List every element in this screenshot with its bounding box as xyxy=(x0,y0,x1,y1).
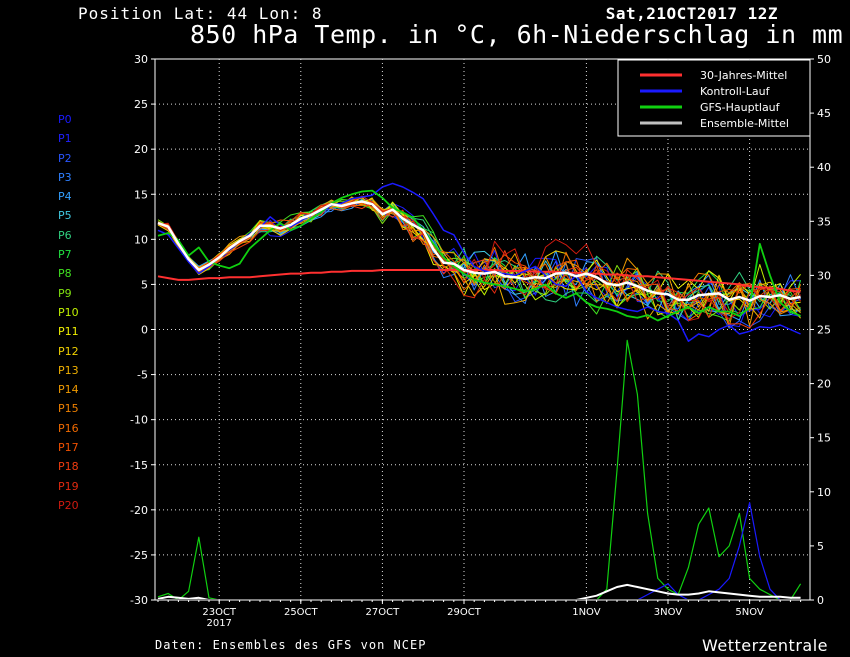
member-label-p5: P5 xyxy=(58,209,72,223)
precip-control-run xyxy=(638,502,781,599)
member-label-p16: P16 xyxy=(58,421,79,435)
ensemble-member-list: P0 P1 P2 P3 P4 P5 P6 P7 P8 P9 P10 P11 P12 P13 P14 P15 P1… xyxy=(58,110,79,515)
x-tick-label: 3NOV xyxy=(654,607,683,618)
left-tick-label: -15 xyxy=(130,459,148,472)
left-tick-label: -20 xyxy=(130,504,148,517)
member-label-p8: P8 xyxy=(58,267,72,281)
series-ensemble-mean xyxy=(157,200,801,302)
right-tick-label: 10 xyxy=(817,486,831,499)
brand-label: Wetterzentrale xyxy=(701,636,828,655)
x-tick-label: 5NOV xyxy=(735,607,764,618)
series-30-year-mean xyxy=(157,269,801,293)
right-tick-label: 15 xyxy=(817,432,831,445)
left-tick-label: -30 xyxy=(130,594,148,607)
precip-main-run xyxy=(157,339,802,599)
chart-title: 850 hPa Temp. in °C, 6h-Niederschlag in … xyxy=(190,20,844,49)
legend-label: 30-Jahres-Mittel xyxy=(700,69,787,82)
left-tick-label: -5 xyxy=(137,369,148,382)
member-label-p17: P17 xyxy=(58,441,79,455)
right-tick-label: 0 xyxy=(817,594,824,607)
x-tick-label: 1NOV xyxy=(572,607,601,618)
right-tick-label: 40 xyxy=(817,161,831,174)
position-label: Position Lat: 44 Lon: 8 xyxy=(78,4,323,23)
member-label-p11: P11 xyxy=(58,325,79,339)
legend-label: GFS-Hauptlauf xyxy=(700,101,781,114)
left-tick-label: 20 xyxy=(134,143,148,156)
left-tick-label: -25 xyxy=(130,549,148,562)
right-tick-label: 35 xyxy=(817,215,831,228)
left-tick-label: 15 xyxy=(134,188,148,201)
x-tick-label: 25OCT xyxy=(284,607,319,618)
member-label-p1: P1 xyxy=(58,132,72,146)
series-group xyxy=(157,182,802,599)
left-tick-label: 5 xyxy=(141,278,148,291)
data-source-label: Daten: Ensembles des GFS von NCEP xyxy=(155,638,427,652)
member-label-p12: P12 xyxy=(58,344,79,358)
member-series-p13 xyxy=(158,196,801,320)
series-main-run xyxy=(157,189,801,322)
member-label-p15: P15 xyxy=(58,402,79,416)
left-tick-label: -10 xyxy=(130,414,148,427)
legend xyxy=(617,59,811,137)
left-tick-label: 10 xyxy=(134,233,148,246)
x-tick-label: 27OCT xyxy=(366,607,401,618)
right-tick-label: 20 xyxy=(817,378,831,391)
member-label-p2: P2 xyxy=(58,151,72,165)
member-label-p14: P14 xyxy=(58,383,79,397)
member-label-p3: P3 xyxy=(58,170,72,184)
member-label-p10: P10 xyxy=(58,305,79,319)
member-label-p20: P20 xyxy=(58,498,79,512)
right-tick-label: 5 xyxy=(817,540,824,553)
left-tick-label: 0 xyxy=(141,324,148,337)
member-series-p19 xyxy=(157,195,801,314)
left-tick-label: 30 xyxy=(134,53,148,66)
member-label-p7: P7 xyxy=(58,248,72,262)
right-tick-label: 50 xyxy=(817,53,831,66)
x-tick-label: 23OCT xyxy=(202,607,237,618)
series-control-run xyxy=(157,182,801,342)
member-label-p6: P6 xyxy=(58,228,72,242)
left-tick-label: 25 xyxy=(134,98,148,111)
member-label-p13: P13 xyxy=(58,363,79,377)
member-series-p15 xyxy=(157,197,802,315)
member-label-p9: P9 xyxy=(58,286,72,300)
x-tick-label: 29OCT xyxy=(447,607,482,618)
legend-label: Kontroll-Lauf xyxy=(700,85,771,98)
x-tick-sublabel: 2017 xyxy=(206,618,231,629)
member-label-p0: P0 xyxy=(58,113,72,126)
member-series-p8 xyxy=(157,198,802,322)
member-label-p4: P4 xyxy=(58,190,72,204)
member-series-p3 xyxy=(157,199,802,311)
right-tick-label: 25 xyxy=(817,324,831,337)
right-tick-label: 30 xyxy=(817,269,831,282)
run-datetime: Sat,21OCT2017 12Z xyxy=(605,4,778,23)
right-tick-label: 45 xyxy=(817,107,831,120)
member-label-p18: P18 xyxy=(58,460,79,474)
precip-ensemble-mean xyxy=(157,583,801,599)
member-series-p10 xyxy=(157,201,801,318)
member-label-p19: P19 xyxy=(58,479,79,493)
legend-label: Ensemble-Mittel xyxy=(700,117,789,130)
member-series-p18 xyxy=(157,201,801,329)
